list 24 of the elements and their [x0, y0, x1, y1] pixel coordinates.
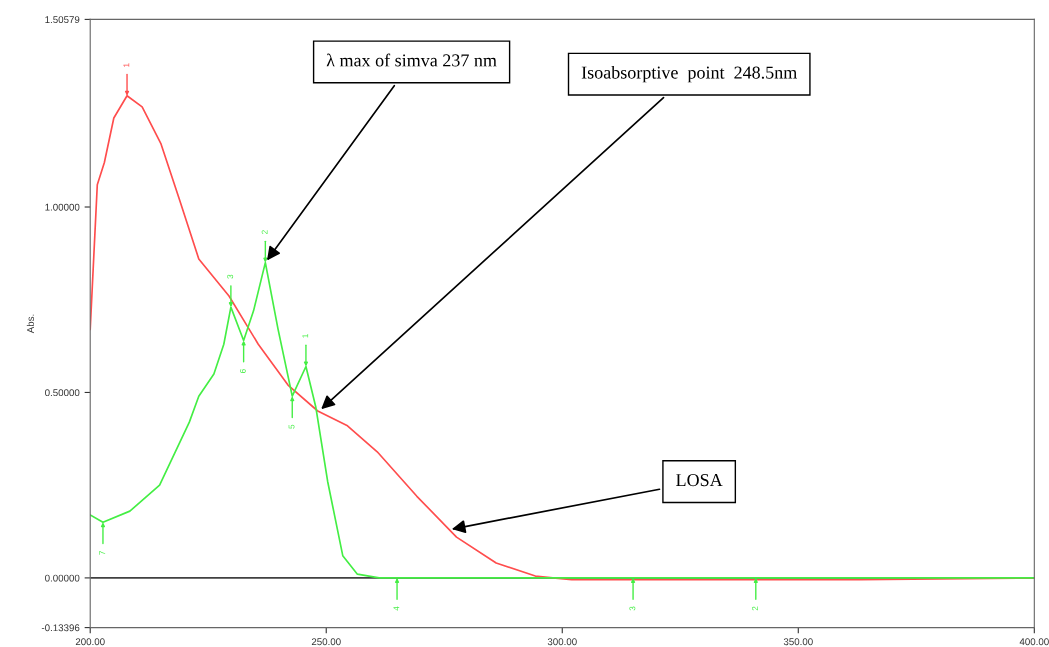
y-tick-label: 0.50000	[45, 389, 80, 397]
y-tick-label: -0.13396	[41, 624, 80, 632]
annotation: λ max of simva 237 nm	[326, 53, 497, 67]
annotation: 4	[393, 606, 400, 611]
x-tick-label: 350.00	[783, 638, 813, 646]
annotation: 7	[99, 550, 106, 555]
annotation: Isoabsorptive point 248.5nm	[581, 65, 798, 83]
annotation: LOSA	[676, 474, 723, 487]
annotation: 2	[261, 230, 268, 234]
annotation: 6	[239, 369, 246, 373]
x-tick-label: 200.00	[75, 638, 105, 646]
annotation: 2	[752, 606, 758, 611]
annotation: 1	[302, 334, 309, 338]
annotation: 5	[288, 424, 295, 429]
annotation: 3	[227, 274, 234, 279]
x-tick-label: 250.00	[311, 638, 341, 646]
x-tick-label: 300.00	[547, 638, 577, 646]
y-tick-label: 1.00000	[45, 203, 80, 211]
x-tick-label: 400.00	[1019, 638, 1049, 646]
y-tick-label: 0.00000	[45, 574, 80, 582]
annotation: 1	[123, 63, 130, 67]
y-tick-label: 1.50579	[45, 16, 80, 24]
annotation: 3	[629, 606, 636, 611]
y-axis-title: Abs.	[26, 314, 34, 334]
